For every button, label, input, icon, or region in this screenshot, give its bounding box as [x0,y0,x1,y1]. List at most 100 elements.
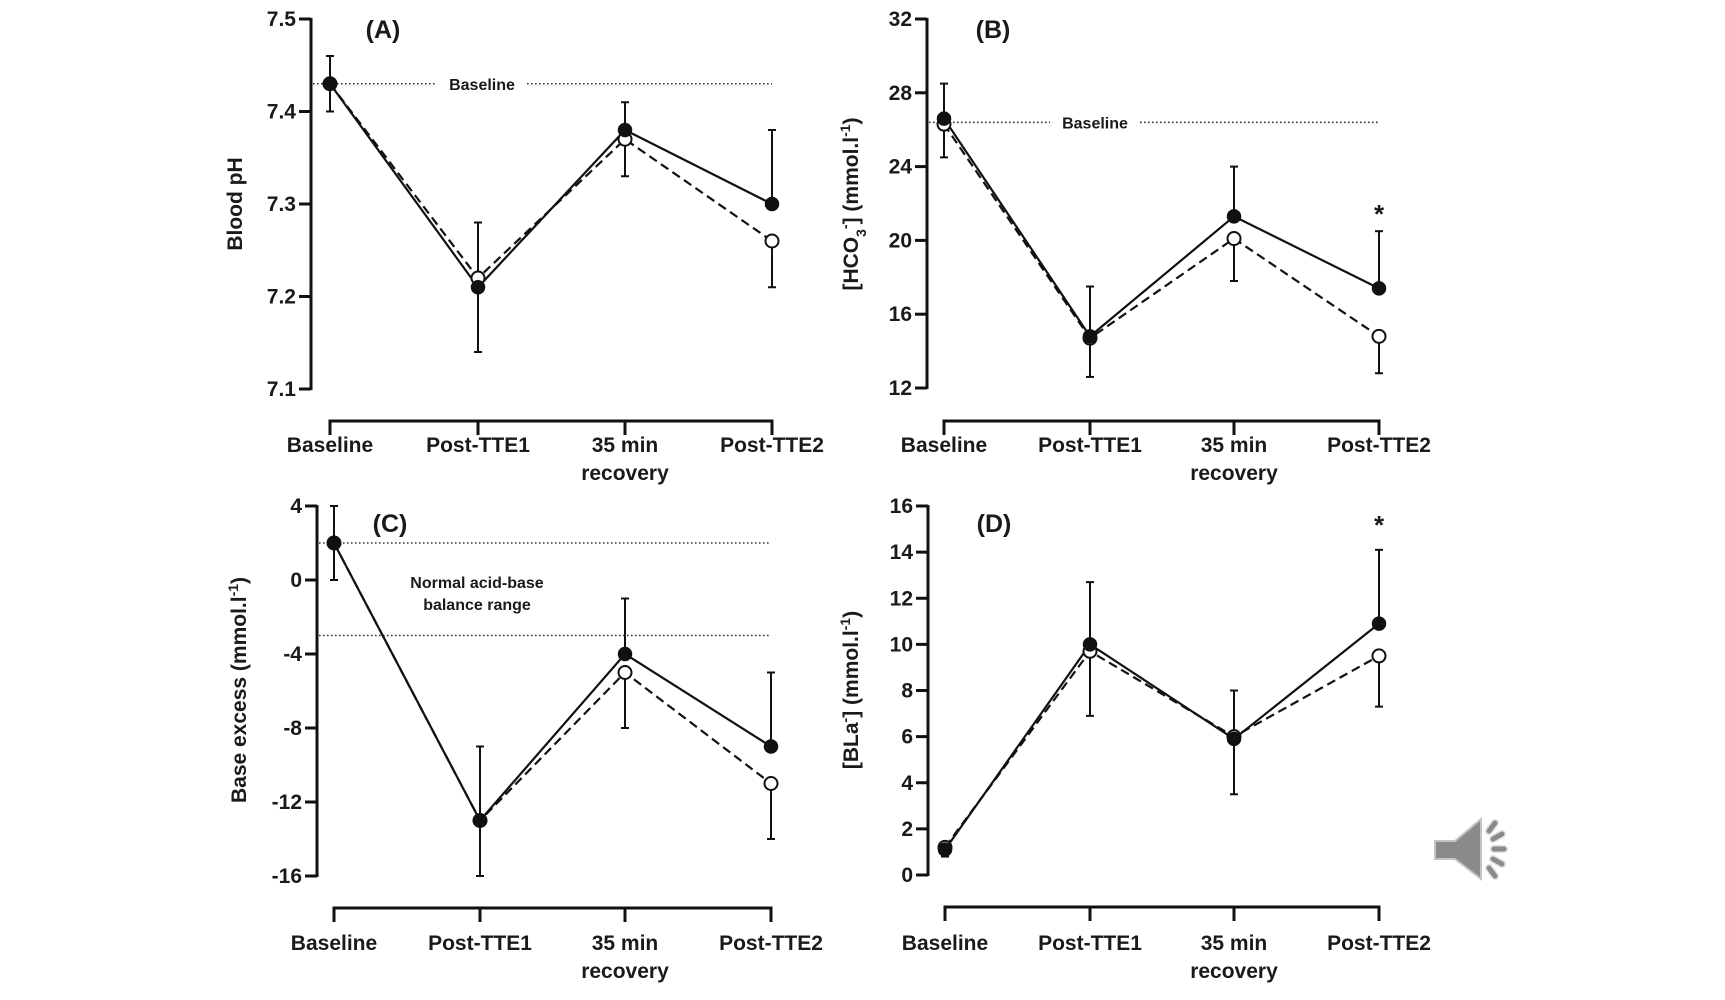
y-tick-label: 12 [890,587,913,610]
y-axis-title-part: ) [840,611,863,618]
data-point-filled-circles [936,111,952,126]
data-point-filled-circles [764,196,780,212]
speaker-body-icon [1434,816,1482,882]
y-tick-label: 7.2 [267,286,296,309]
reference-line-label: Baseline [1062,115,1128,132]
y-axis-title: [BLa-] (mmol.l-1) [837,611,863,769]
y-axis-title-part: - [837,224,853,229]
sound-wave-icon [1490,831,1505,842]
x-tick-label: Post-TTE1 [428,932,532,955]
series-line-open-circles [329,83,773,280]
significance-marker: * [1374,199,1385,229]
data-point-open-circles [764,233,780,249]
y-tick-label: 10 [890,633,913,656]
chart-panel-c: -16 -12 -8 -4 0 4 Baseline Post-TTE1 35 min recov… [225,495,823,983]
data-point-filled-circles [617,646,633,662]
data-point-filled-circles [1371,616,1387,631]
y-tick-label: 7.1 [267,378,297,401]
y-axis-title-part: ] (mmol.l [840,137,863,225]
y-tick-label: 28 [889,82,913,105]
y-axis-title-part: -1 [837,618,853,631]
data-point-filled-circles [322,76,338,91]
y-axis-title-part: Base excess (mmol.l [228,596,251,803]
series-line-open-circles [944,649,1380,848]
series-line-filled-circles [944,622,1380,851]
x-axis-line [942,419,1381,435]
data-point-filled-circles [326,535,342,551]
data-point-filled-circles [1226,731,1242,747]
panel-label: (C) [373,510,408,538]
y-tick-label: 32 [889,8,912,31]
range-annotation: Normal acid-base [410,575,543,592]
y-tick-label: -16 [272,865,302,888]
y-tick-label: 7.3 [267,193,296,216]
x-tick-label: Baseline [902,932,988,955]
y-axis-title: Base excess (mmol.l-1) [225,577,251,803]
sound-wave-icon [1486,820,1498,834]
y-tick-label: 7.5 [267,8,297,31]
data-point-filled-circles [1082,637,1098,652]
data-point-filled-circles [937,842,953,857]
y-tick-label: 20 [889,229,912,252]
chart-panel-a: 7.1 7.2 7.3 7.4 7.5 Baseline Post-TTE1 35 min re… [224,8,824,485]
y-axis-title-part: 3 [853,229,869,237]
y-tick-label: -4 [283,643,302,666]
y-tick-label: 4 [290,495,302,518]
data-point-filled-circles [1082,329,1098,344]
data-point-open-circles [617,665,633,680]
data-point-filled-circles [472,813,488,828]
x-tick-label: recovery [1190,960,1278,983]
panel-label: (B) [976,16,1011,44]
x-tick-label: Post-TTE2 [1327,434,1431,457]
y-tick-label: 4 [901,772,913,795]
x-tick-label: recovery [581,960,669,983]
series-line-filled-circles [333,542,772,823]
y-tick-label: -12 [272,791,302,814]
x-axis-line [332,906,773,922]
y-tick-label: 7.4 [267,101,297,124]
y-tick-label: 16 [890,495,913,518]
x-tick-label: recovery [581,462,669,485]
x-tick-label: Post-TTE1 [1038,932,1142,955]
x-tick-label: 35 min [592,932,659,955]
data-point-open-circles [1226,231,1242,247]
y-axis-title-part: -1 [225,584,241,597]
speaker-volume-icon[interactable] [1434,816,1508,882]
series-line-filled-circles [329,83,773,289]
y-axis-title-part: - [837,717,853,722]
x-tick-label: Post-TTE1 [1038,434,1142,457]
y-tick-label: 0 [290,569,302,592]
x-tick-label: 35 min [1201,932,1268,955]
panel-label: (D) [977,510,1012,538]
series-line-open-circles [943,123,1380,340]
data-point-filled-circles [617,122,633,138]
y-tick-label: 8 [901,680,913,703]
panel-label: (A) [366,16,401,44]
y-tick-label: 14 [890,541,914,564]
sound-wave-icon [1486,865,1498,879]
sound-wave-icon [1490,856,1505,867]
reference-line-label: Baseline [449,77,515,94]
x-tick-label: Post-TTE2 [719,932,823,955]
panels-group: 7.1 7.2 7.3 7.4 7.5 Baseline Post-TTE1 35 min re… [224,8,1431,983]
data-point-filled-circles [1226,209,1242,224]
data-point-filled-circles [763,739,779,754]
y-axis-title: Blood pH [224,157,247,250]
y-axis-title-part: -1 [837,124,853,137]
y-tick-label: 6 [901,726,913,749]
x-tick-label: Post-TTE1 [426,434,530,457]
y-axis-title-part: [HCO [840,237,863,291]
y-tick-label: 0 [901,864,913,887]
x-tick-label: Post-TTE2 [720,434,824,457]
data-point-open-circles [1371,328,1387,344]
y-tick-label: -8 [283,717,302,740]
y-tick-label: 2 [901,818,913,841]
x-tick-label: 35 min [592,434,659,457]
x-tick-label: Baseline [901,434,987,457]
x-tick-label: Baseline [287,434,373,457]
y-tick-label: 12 [889,377,912,400]
x-tick-label: Baseline [291,932,377,955]
data-point-filled-circles [470,280,486,295]
series-line-filled-circles [943,118,1380,338]
